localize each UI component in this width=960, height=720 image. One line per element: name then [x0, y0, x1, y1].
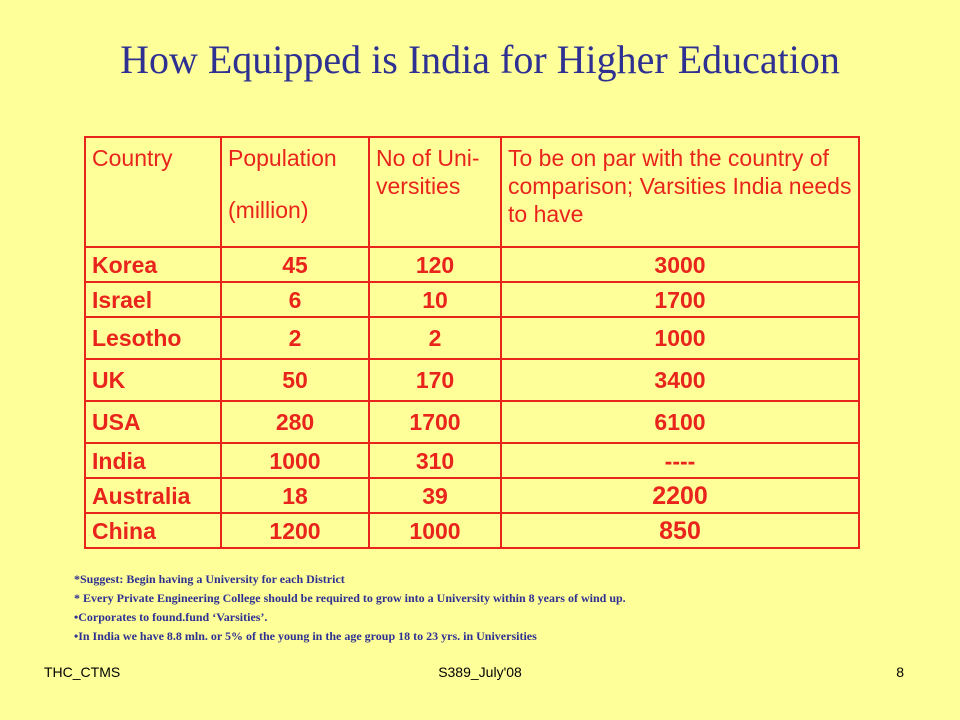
- cell-population: 1200: [220, 512, 370, 549]
- header-population-label: Population: [228, 145, 337, 171]
- cell-country: Lesotho: [84, 316, 222, 360]
- cell-country: Korea: [84, 246, 222, 283]
- table-row: UK 50 170 3400: [84, 358, 860, 402]
- cell-population: 280: [220, 400, 370, 444]
- cell-population: 50: [220, 358, 370, 402]
- table-row: India 1000 310 ----: [84, 442, 860, 479]
- header-population: Population (million): [220, 136, 370, 248]
- cell-needed: 3400: [500, 358, 860, 402]
- cell-population: 2: [220, 316, 370, 360]
- header-needed: To be on par with the country of compari…: [500, 136, 860, 248]
- slide-title: How Equipped is India for Higher Educati…: [120, 37, 840, 82]
- table-row: Israel 6 10 1700: [84, 281, 860, 318]
- footnote: *Suggest: Begin having a University for …: [74, 572, 345, 586]
- slide-number: 8: [896, 664, 904, 680]
- cell-population: 18: [220, 477, 370, 514]
- cell-population: 1000: [220, 442, 370, 479]
- table-row: Lesotho 2 2 1000: [84, 316, 860, 360]
- cell-country: India: [84, 442, 222, 479]
- table-row: Australia 18 39 2200: [84, 477, 860, 514]
- cell-country: China: [84, 512, 222, 549]
- cell-universities: 120: [368, 246, 502, 283]
- cell-needed: 1000: [500, 316, 860, 360]
- cell-universities: 10: [368, 281, 502, 318]
- footer-center: S389_July'08: [438, 664, 522, 680]
- cell-population: 6: [220, 281, 370, 318]
- header-universities: No of Uni-versities: [368, 136, 502, 248]
- footnote: •Corporates to found.fund ‘Varsities’.: [74, 610, 268, 624]
- cell-population: 45: [220, 246, 370, 283]
- cell-universities: 170: [368, 358, 502, 402]
- header-country: Country: [84, 136, 222, 248]
- cell-universities: 2: [368, 316, 502, 360]
- table-row: China 1200 1000 850: [84, 512, 860, 549]
- footnotes: *Suggest: Begin having a University for …: [74, 572, 934, 648]
- cell-needed: ----: [500, 442, 860, 479]
- cell-country: UK: [84, 358, 222, 402]
- cell-country: USA: [84, 400, 222, 444]
- universities-table: Country Population (million) No of Uni-v…: [84, 136, 860, 549]
- cell-needed: 3000: [500, 246, 860, 283]
- table-row: Korea 45 120 3000: [84, 246, 860, 283]
- cell-country: Israel: [84, 281, 222, 318]
- table-row: USA 280 1700 6100: [84, 400, 860, 444]
- cell-needed: 6100: [500, 400, 860, 444]
- cell-universities: 1700: [368, 400, 502, 444]
- cell-needed: 2200: [500, 477, 860, 514]
- cell-universities: 39: [368, 477, 502, 514]
- cell-universities: 1000: [368, 512, 502, 549]
- footnote: * Every Private Engineering College shou…: [74, 591, 626, 605]
- cell-universities: 310: [368, 442, 502, 479]
- footer-left: THC_CTMS: [44, 664, 121, 680]
- cell-needed: 850: [500, 512, 860, 549]
- cell-country: Australia: [84, 477, 222, 514]
- header-population-unit: (million): [228, 197, 309, 223]
- footnote: •In India we have 8.8 mln. or 5% of the …: [74, 629, 537, 643]
- table-header-row: Country Population (million) No of Uni-v…: [84, 136, 860, 248]
- cell-needed: 1700: [500, 281, 860, 318]
